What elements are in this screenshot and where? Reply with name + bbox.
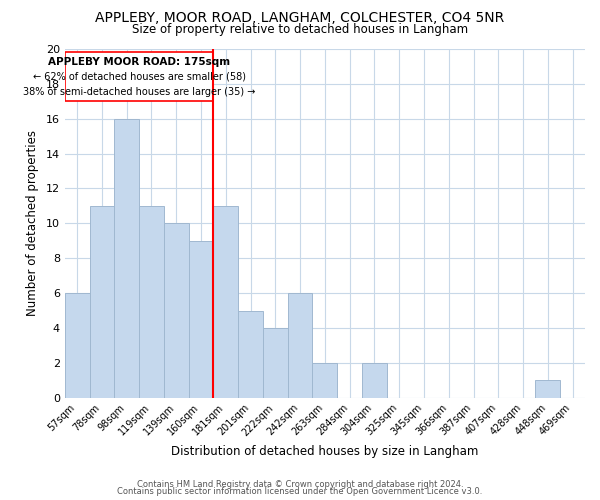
Bar [115,118,139,398]
Y-axis label: Number of detached properties: Number of detached properties [26,130,39,316]
Bar [214,206,238,398]
Text: 38% of semi-detached houses are larger (35) →: 38% of semi-detached houses are larger (… [23,88,255,98]
Text: APPLEBY MOOR ROAD: 175sqm: APPLEBY MOOR ROAD: 175sqm [48,57,230,67]
Bar [65,293,89,398]
Bar [238,310,263,398]
Bar [65,52,214,102]
Text: ← 62% of detached houses are smaller (58): ← 62% of detached houses are smaller (58… [32,72,245,82]
Text: Contains public sector information licensed under the Open Government Licence v3: Contains public sector information licen… [118,487,482,496]
Bar [139,206,164,398]
Bar [263,328,288,398]
Bar [188,241,214,398]
Text: Size of property relative to detached houses in Langham: Size of property relative to detached ho… [132,24,468,36]
Bar [288,293,313,398]
Text: APPLEBY, MOOR ROAD, LANGHAM, COLCHESTER, CO4 5NR: APPLEBY, MOOR ROAD, LANGHAM, COLCHESTER,… [95,12,505,26]
Bar [535,380,560,398]
Text: Contains HM Land Registry data © Crown copyright and database right 2024.: Contains HM Land Registry data © Crown c… [137,480,463,489]
Bar [362,363,387,398]
Bar [164,224,188,398]
Bar [313,363,337,398]
Bar [89,206,115,398]
X-axis label: Distribution of detached houses by size in Langham: Distribution of detached houses by size … [171,444,479,458]
